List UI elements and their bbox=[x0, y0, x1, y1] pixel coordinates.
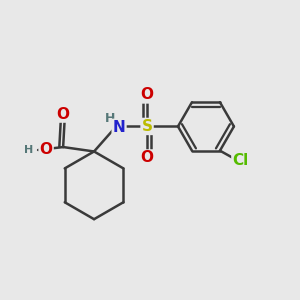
Text: Cl: Cl bbox=[232, 154, 249, 169]
Text: H: H bbox=[24, 145, 33, 155]
Text: O: O bbox=[40, 142, 52, 158]
Text: O: O bbox=[57, 106, 70, 122]
Text: H: H bbox=[104, 112, 115, 125]
Text: N: N bbox=[113, 120, 125, 135]
Text: O: O bbox=[141, 150, 154, 165]
Text: S: S bbox=[142, 119, 153, 134]
Text: O: O bbox=[141, 87, 154, 102]
